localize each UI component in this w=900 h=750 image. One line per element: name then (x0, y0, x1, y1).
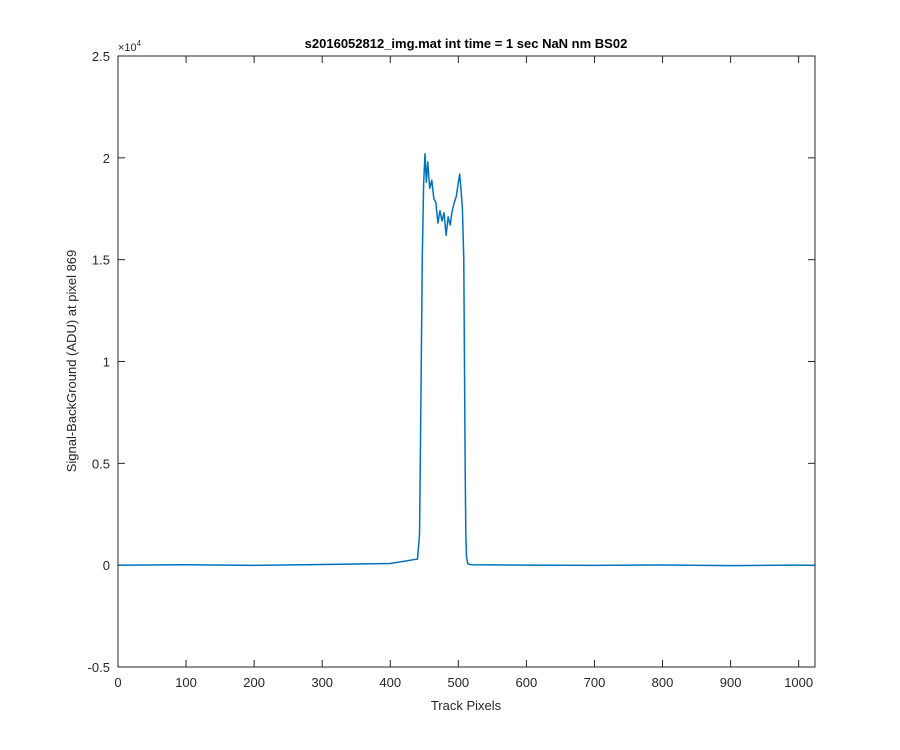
x-axis-label: Track Pixels (431, 698, 502, 713)
y-tick-label: 0.5 (92, 456, 110, 471)
x-tick-label: 1000 (784, 675, 813, 690)
x-tick-label: 400 (379, 675, 401, 690)
y-exponent-power: 4 (137, 39, 142, 48)
y-tick-label: 2.5 (92, 49, 110, 64)
chart-title: s2016052812_img.mat int time = 1 sec NaN… (305, 36, 628, 51)
y-tick-label: 1 (103, 355, 110, 370)
x-tick-label: 700 (584, 675, 606, 690)
y-exponent-base: ×10 (118, 42, 137, 54)
x-tick-label: 300 (311, 675, 333, 690)
x-tick-label: 100 (175, 675, 197, 690)
y-tick-label: 0 (103, 558, 110, 573)
x-tick-label: 900 (720, 675, 742, 690)
y-tick-labels: -0.5 0 0.5 1 1.5 2 2.5 (88, 49, 110, 675)
y-axis-exponent: ×104 (118, 39, 142, 54)
x-tick-label: 200 (243, 675, 265, 690)
y-tick-label: -0.5 (88, 660, 110, 675)
x-tick-label: 800 (652, 675, 674, 690)
x-tick-label: 500 (447, 675, 469, 690)
y-tick-label: 1.5 (92, 253, 110, 268)
plot-area (118, 56, 815, 667)
y-tick-label: 2 (103, 151, 110, 166)
x-tick-label: 600 (516, 675, 538, 690)
y-axis-label: Signal-BackGround (ADU) at pixel 869 (64, 250, 79, 473)
series-line (118, 153, 816, 567)
x-tick-labels: 0 100 200 300 400 500 600 700 800 900 1000 (114, 675, 813, 690)
x-tick-label: 0 (114, 675, 121, 690)
axes-box (117, 55, 816, 668)
